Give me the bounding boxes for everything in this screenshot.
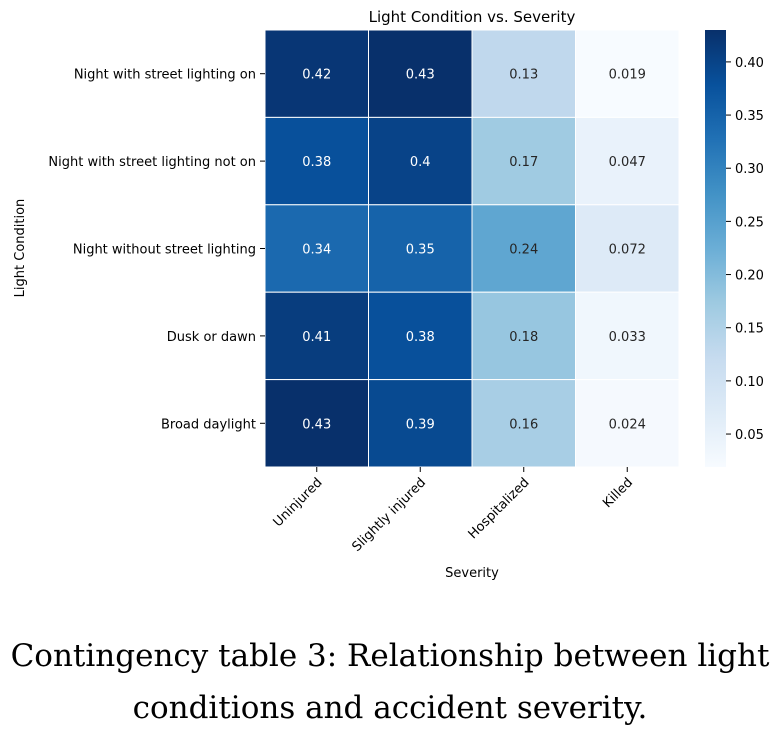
heatmap-cell bbox=[471, 291, 576, 381]
cell-value-label: 0.024 bbox=[609, 417, 646, 432]
cell-value-label: 0.13 bbox=[509, 68, 538, 83]
cell-value-label: 0.033 bbox=[609, 330, 646, 345]
cell-value-label: 0.43 bbox=[302, 417, 331, 432]
cell-value-label: 0.35 bbox=[406, 243, 435, 258]
heatmap-cell bbox=[575, 379, 680, 468]
cell-value-label: 0.39 bbox=[406, 417, 435, 432]
heatmap-cell bbox=[368, 291, 473, 381]
heatmap-cell bbox=[575, 204, 680, 293]
figure-caption: Contingency table 3: Relationship betwee… bbox=[10, 638, 770, 726]
heatmap-cell bbox=[368, 204, 473, 293]
cell-value-label: 0.41 bbox=[302, 330, 331, 345]
cell-value-label: 0.34 bbox=[302, 243, 331, 258]
cell-value-label: 0.047 bbox=[609, 155, 646, 170]
cell-value-label: 0.43 bbox=[406, 68, 435, 83]
colorbar-tick-label: 0.20 bbox=[735, 269, 764, 284]
cell-value-label: 0.24 bbox=[509, 243, 538, 258]
colorbar-tick-label: 0.25 bbox=[735, 215, 764, 230]
cell-value-label: 0.42 bbox=[302, 68, 331, 83]
heatmap-cell bbox=[264, 116, 369, 206]
heatmap-cell bbox=[471, 379, 576, 468]
heatmap-cell bbox=[368, 379, 473, 468]
heatmap-chart: Light Condition vs. Severity 0.42 0.43 0.1… bbox=[13, 8, 764, 581]
colorbar bbox=[705, 30, 726, 467]
cell-value-label: 0.38 bbox=[406, 330, 435, 345]
cell-value-label: 0.072 bbox=[609, 243, 646, 258]
y-axis-label: Light Condition bbox=[13, 199, 28, 298]
heatmap-cell bbox=[575, 116, 680, 206]
x-tick-label: Slightly injured bbox=[350, 475, 430, 555]
x-tick-label: Killed bbox=[600, 475, 636, 511]
heatmap-cell bbox=[368, 116, 473, 206]
chart-title: Light Condition vs. Severity bbox=[369, 8, 576, 26]
heatmap-cell bbox=[264, 291, 369, 381]
y-tick-label: Night without street lighting bbox=[73, 243, 256, 258]
cell-value-label: 0.18 bbox=[509, 330, 538, 345]
colorbar-tick-label: 0.30 bbox=[735, 162, 764, 177]
y-tick-label: Broad daylight bbox=[161, 417, 256, 432]
y-tick-label: Night with street lighting on bbox=[74, 68, 256, 83]
cell-value-label: 0.4 bbox=[410, 155, 431, 170]
heatmap-cell bbox=[264, 379, 369, 468]
heatmap-cell bbox=[471, 29, 576, 118]
cell-value-label: 0.16 bbox=[509, 417, 538, 432]
x-tick-label: Uninjured bbox=[271, 475, 326, 530]
heatmap-cell bbox=[368, 29, 473, 118]
x-tick-labels: Uninjured Slightly injured Hospitalized Kil… bbox=[271, 467, 636, 555]
cell-value-label: 0.17 bbox=[509, 155, 538, 170]
colorbar-tick-label: 0.35 bbox=[735, 109, 764, 124]
colorbar-tick-label: 0.10 bbox=[735, 375, 764, 390]
y-tick-label: Night with street lighting not on bbox=[48, 155, 256, 170]
colorbar-ticks: 0.05 0.10 0.15 0.20 0.25 0.30 0.35 0.40 bbox=[726, 56, 764, 443]
cell-value-label: 0.38 bbox=[302, 155, 331, 170]
x-tick-label: Hospitalized bbox=[466, 475, 533, 542]
heatmap-cell bbox=[575, 29, 680, 118]
x-axis-label: Severity bbox=[445, 566, 499, 581]
heatmap-cell bbox=[575, 291, 680, 381]
y-tick-label: Dusk or dawn bbox=[167, 330, 256, 345]
colorbar-tick-label: 0.05 bbox=[735, 428, 764, 443]
heatmap-cells: 0.42 0.43 0.13 0.019 0.38 0.4 0.17 0.047 0.34 0.3… bbox=[264, 29, 680, 468]
colorbar-tick-label: 0.15 bbox=[735, 322, 764, 337]
cell-value-label: 0.019 bbox=[609, 68, 646, 83]
heatmap-cell bbox=[264, 29, 369, 118]
colorbar-tick-label: 0.40 bbox=[735, 56, 764, 71]
y-tick-labels: Night with street lighting on Night with … bbox=[48, 68, 265, 432]
